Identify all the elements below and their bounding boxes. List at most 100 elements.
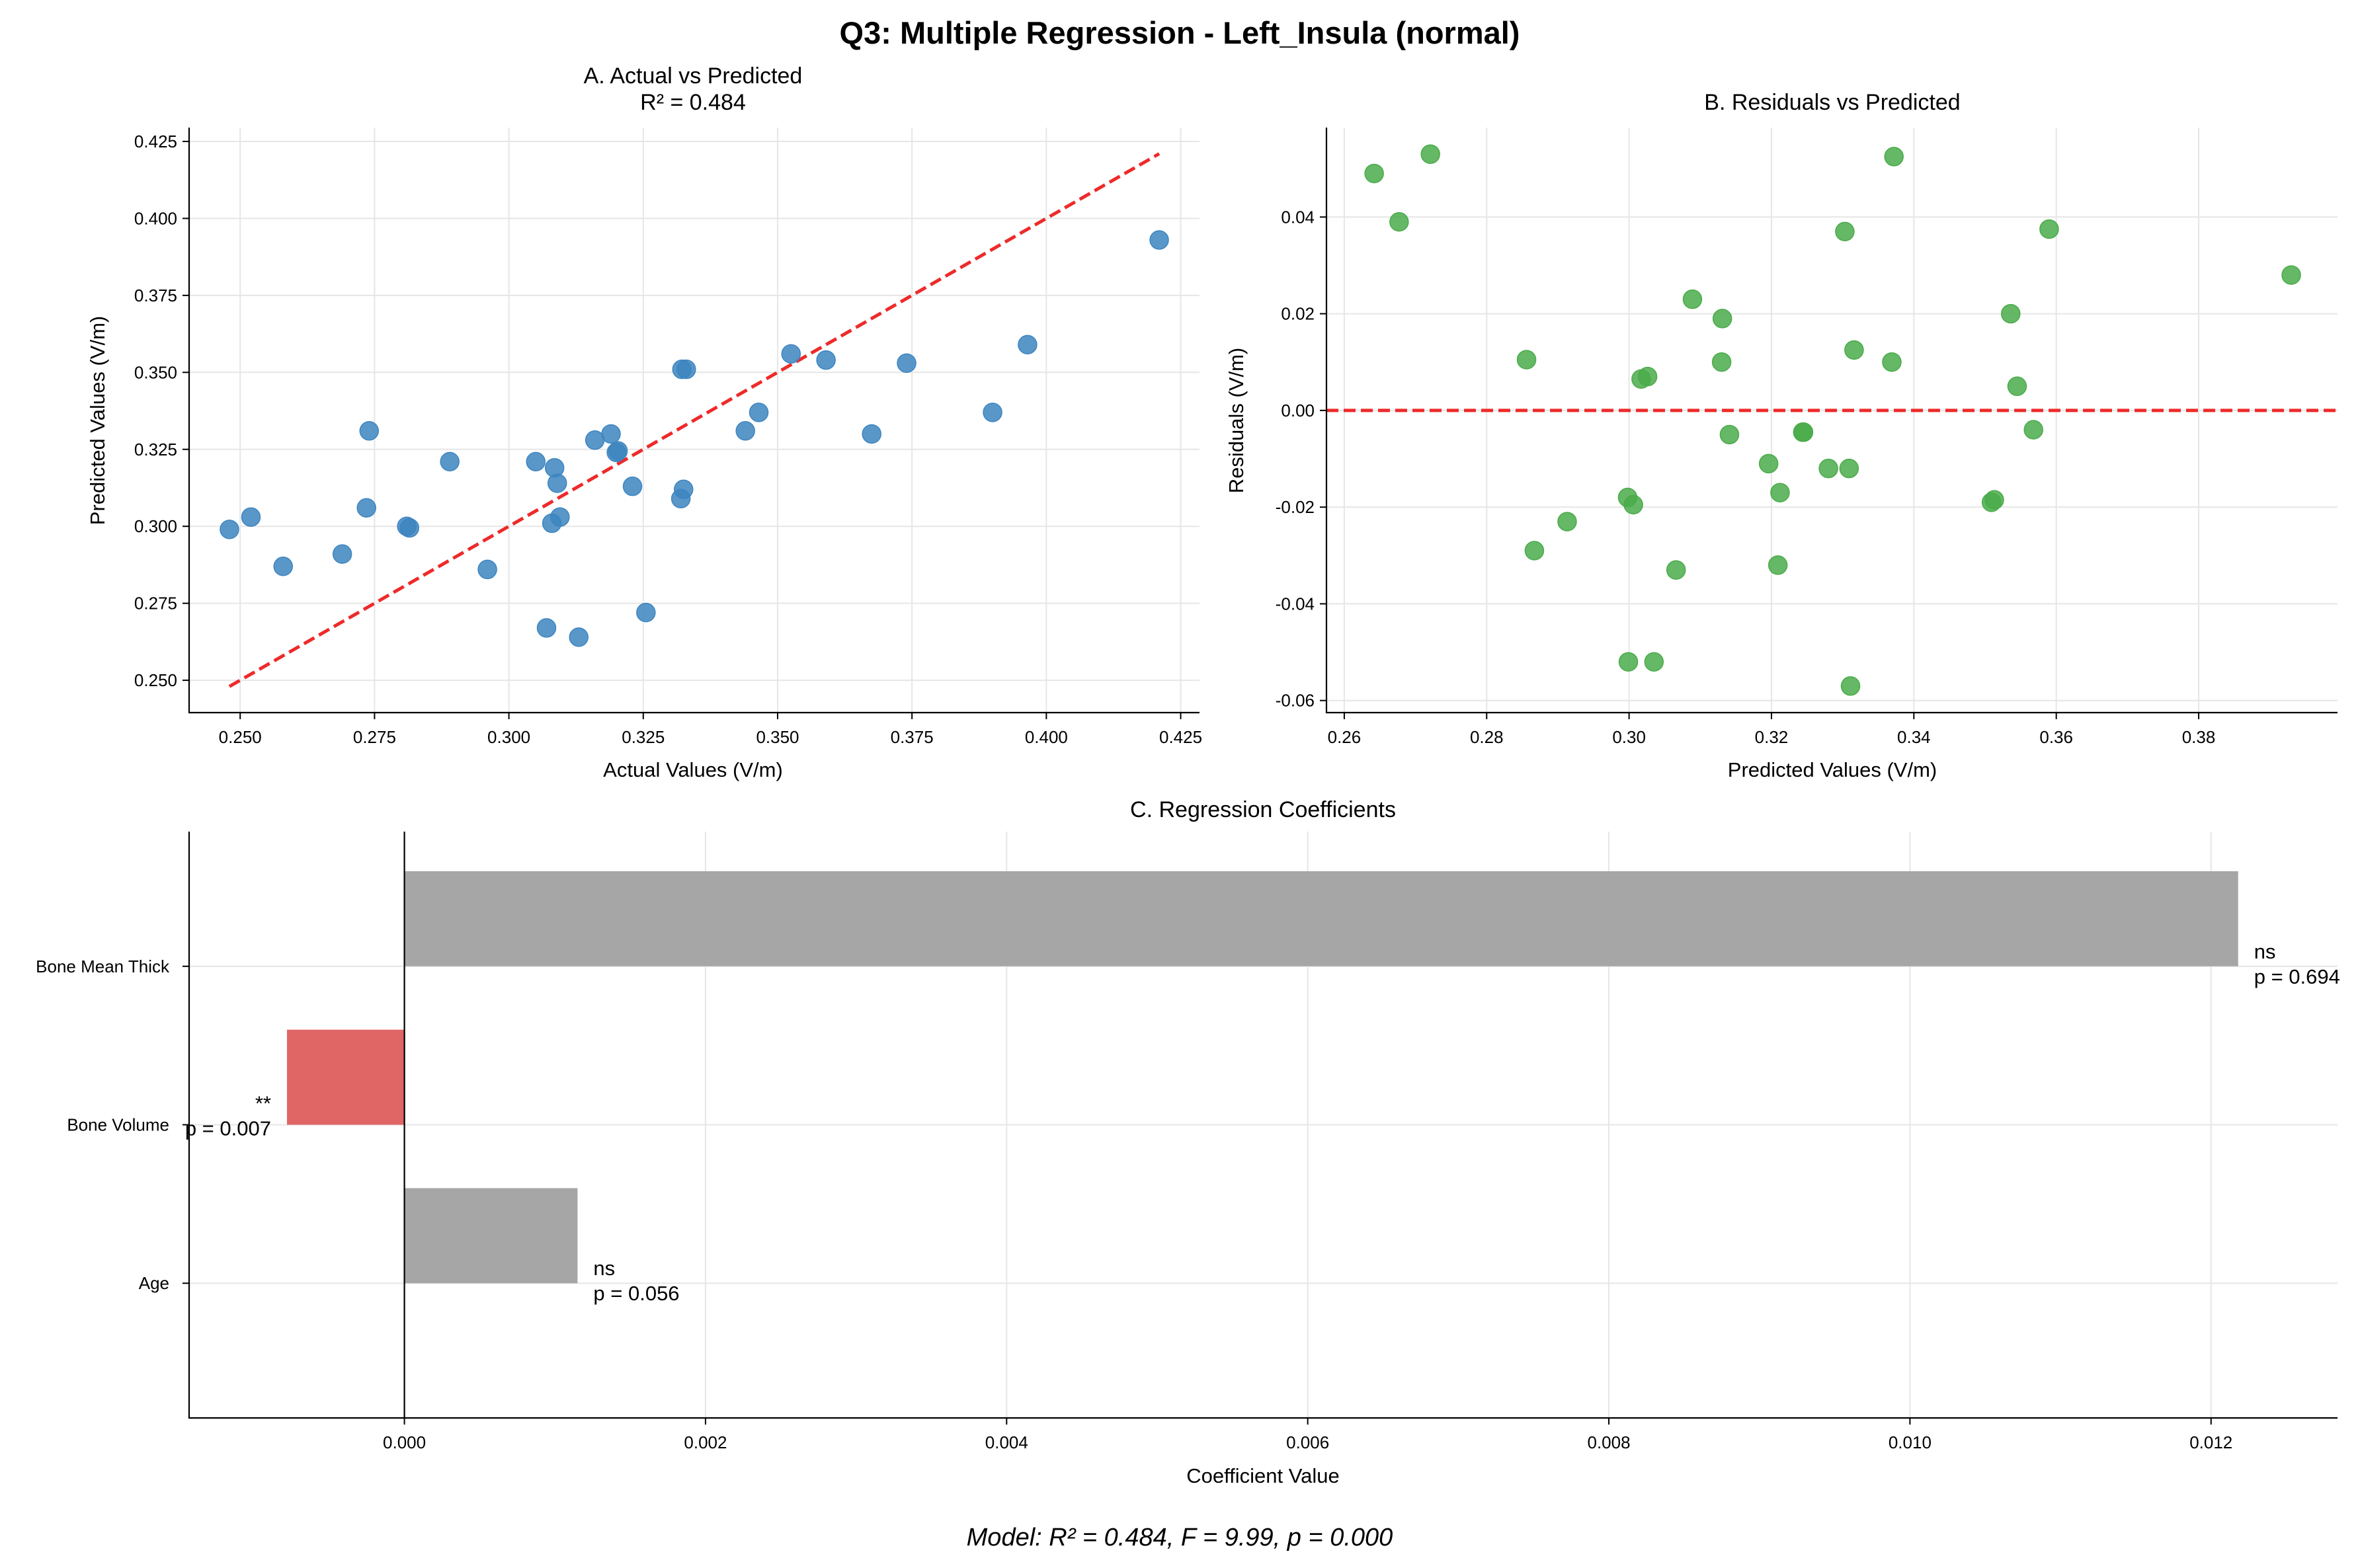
- panel-b-point: [1719, 424, 1740, 445]
- panel-b-axes: [1325, 128, 2338, 714]
- panel-c-xtick-label: 0.012: [2189, 1432, 2232, 1452]
- panel-b-point: [2023, 420, 2043, 440]
- panel-a-point: [676, 359, 696, 379]
- panel-a-point: [983, 403, 1002, 422]
- panel-c-p-value-label: p = 0.056: [593, 1282, 679, 1305]
- panel-b-point: [2001, 303, 2021, 324]
- panel-b-xlabel: Predicted Values (V/m): [1728, 758, 1937, 781]
- panel-c-xtick-label: 0.002: [684, 1432, 727, 1452]
- panel-c-category-label: Bone Mean Thick: [36, 957, 170, 976]
- panel-c-significance-label: **: [255, 1092, 271, 1115]
- panel-b-point: [1984, 490, 2004, 510]
- panel-b-xtick-label: 0.38: [2182, 727, 2216, 747]
- panel-a-point: [601, 424, 621, 444]
- panel-a-point: [550, 507, 570, 527]
- panel-b-grid: [1326, 128, 2338, 713]
- panel-a-point: [673, 479, 694, 500]
- panel-b-residuals-vs-predicted: B. Residuals vs Predicted 0.26 0.28 0.30 0.…: [1225, 90, 2338, 781]
- panel-b-point: [1682, 289, 1703, 309]
- panel-a-xlabel: Actual Values (V/m): [603, 758, 783, 781]
- panel-c-p-value-label: p = 0.694: [2254, 965, 2340, 988]
- panel-a-point: [569, 627, 589, 647]
- panel-a-point: [636, 602, 656, 623]
- panel-a-point: [862, 424, 881, 444]
- panel-b-ytick-label: 0.02: [1281, 304, 1315, 324]
- panel-a-point: [332, 544, 352, 564]
- panel-a-point: [526, 451, 546, 472]
- panel-a-ytick-label: 0.375: [134, 286, 177, 305]
- panel-b-xtick-label: 0.28: [1470, 727, 1504, 747]
- panel-b-ytick-label: 0.04: [1281, 207, 1315, 227]
- panel-b-xtick-label: 0.32: [1755, 727, 1789, 747]
- panel-a-ytick-label: 0.250: [134, 670, 177, 690]
- panel-a-point: [359, 421, 380, 441]
- panel-a-point: [536, 618, 557, 638]
- panel-c-significance-label: ns: [593, 1257, 615, 1280]
- panel-a-point: [356, 498, 376, 518]
- panel-b-marks: [1326, 144, 2338, 696]
- panel-a-ytick-label: 0.275: [134, 594, 177, 613]
- panel-b-point: [1818, 458, 1838, 479]
- panel-a-point: [273, 557, 293, 576]
- panel-b-ytick-label: -0.02: [1276, 497, 1315, 517]
- panel-a-xtick-label: 0.375: [891, 727, 934, 747]
- panel-b-point: [1644, 652, 1664, 672]
- panel-b-ticks: 0.26 0.28 0.30 0.32 0.34 0.36 0.38 -0.06 -0.04 -0…: [1276, 207, 2216, 747]
- panel-a-point: [622, 476, 643, 496]
- panel-a-point: [399, 518, 419, 538]
- panel-b-point: [1884, 147, 1904, 167]
- panel-a-xtick-label: 0.250: [219, 727, 262, 747]
- panel-a-point: [477, 559, 497, 580]
- panel-b-point: [2007, 376, 2027, 397]
- panel-a-point: [440, 451, 460, 472]
- panel-b-point: [1712, 309, 1732, 329]
- panel-a-point: [735, 421, 755, 441]
- panel-b-point: [2039, 219, 2059, 239]
- panel-a-point: [1018, 334, 1038, 355]
- panel-c-axes: [188, 832, 2338, 1419]
- panel-a-point: [749, 403, 769, 422]
- panel-c-bar: [404, 871, 2238, 966]
- panel-a-point: [608, 441, 628, 461]
- panel-c-category-label: Age: [139, 1273, 169, 1293]
- panel-a-subtitle: R² = 0.484: [640, 90, 746, 115]
- panel-b-point: [1768, 555, 1788, 575]
- panel-a-title: A. Actual vs Predicted: [584, 63, 803, 89]
- panel-b-point: [1618, 652, 1639, 672]
- panel-b-point: [1835, 221, 1855, 242]
- panel-c-xtick-label: 0.008: [1587, 1432, 1630, 1452]
- panel-b-point: [2281, 265, 2301, 285]
- panel-a-point: [241, 507, 261, 527]
- panel-c-xtick-label: 0.000: [383, 1432, 426, 1452]
- panel-c-regression-coefficients: C. Regression Coefficients 0.000 0.002 0.0…: [36, 797, 2340, 1487]
- panel-b-ylabel: Residuals (V/m): [1225, 348, 1248, 494]
- panel-c-p-value-label: p = 0.007: [185, 1117, 271, 1140]
- panel-a-ytick-label: 0.350: [134, 362, 177, 382]
- panel-b-point: [1758, 453, 1779, 474]
- panel-b-point: [1524, 541, 1545, 561]
- panel-b-point: [1637, 366, 1658, 387]
- panel-a-ylabel: Predicted Values (V/m): [86, 316, 109, 525]
- panel-b-point: [1364, 163, 1384, 184]
- figure-title: Q3: Multiple Regression - Left_Insula (n…: [840, 15, 1520, 50]
- panel-a-point: [897, 353, 916, 373]
- panel-a-ticks: 0.250 0.275 0.300 0.325 0.350 0.375 0.400 0.425…: [134, 132, 1202, 747]
- panel-c-significance-label: ns: [2254, 940, 2276, 963]
- panel-b-point: [1839, 458, 1859, 479]
- panel-a-axes: [188, 128, 1200, 714]
- panel-b-xtick-label: 0.30: [1612, 727, 1646, 747]
- panel-b-point: [1711, 352, 1732, 372]
- panel-b-point: [1840, 676, 1861, 696]
- model-summary-footer: Model: R² = 0.484, F = 9.99, p = 0.000: [967, 1524, 1393, 1551]
- panel-a-ytick-label: 0.400: [134, 208, 177, 228]
- panel-c-bar: [286, 1029, 405, 1125]
- panel-a-actual-vs-predicted: A. Actual vs Predicted R² = 0.484 0.250 0…: [86, 63, 1202, 781]
- panel-b-title: B. Residuals vs Predicted: [1704, 90, 1960, 115]
- panel-b-ytick-label: 0.00: [1281, 401, 1315, 420]
- panel-b-ytick-label: -0.06: [1276, 691, 1315, 711]
- panel-a-ytick-label: 0.325: [134, 440, 177, 459]
- panel-b-point: [1557, 512, 1577, 531]
- panel-c-xtick-label: 0.006: [1286, 1432, 1329, 1452]
